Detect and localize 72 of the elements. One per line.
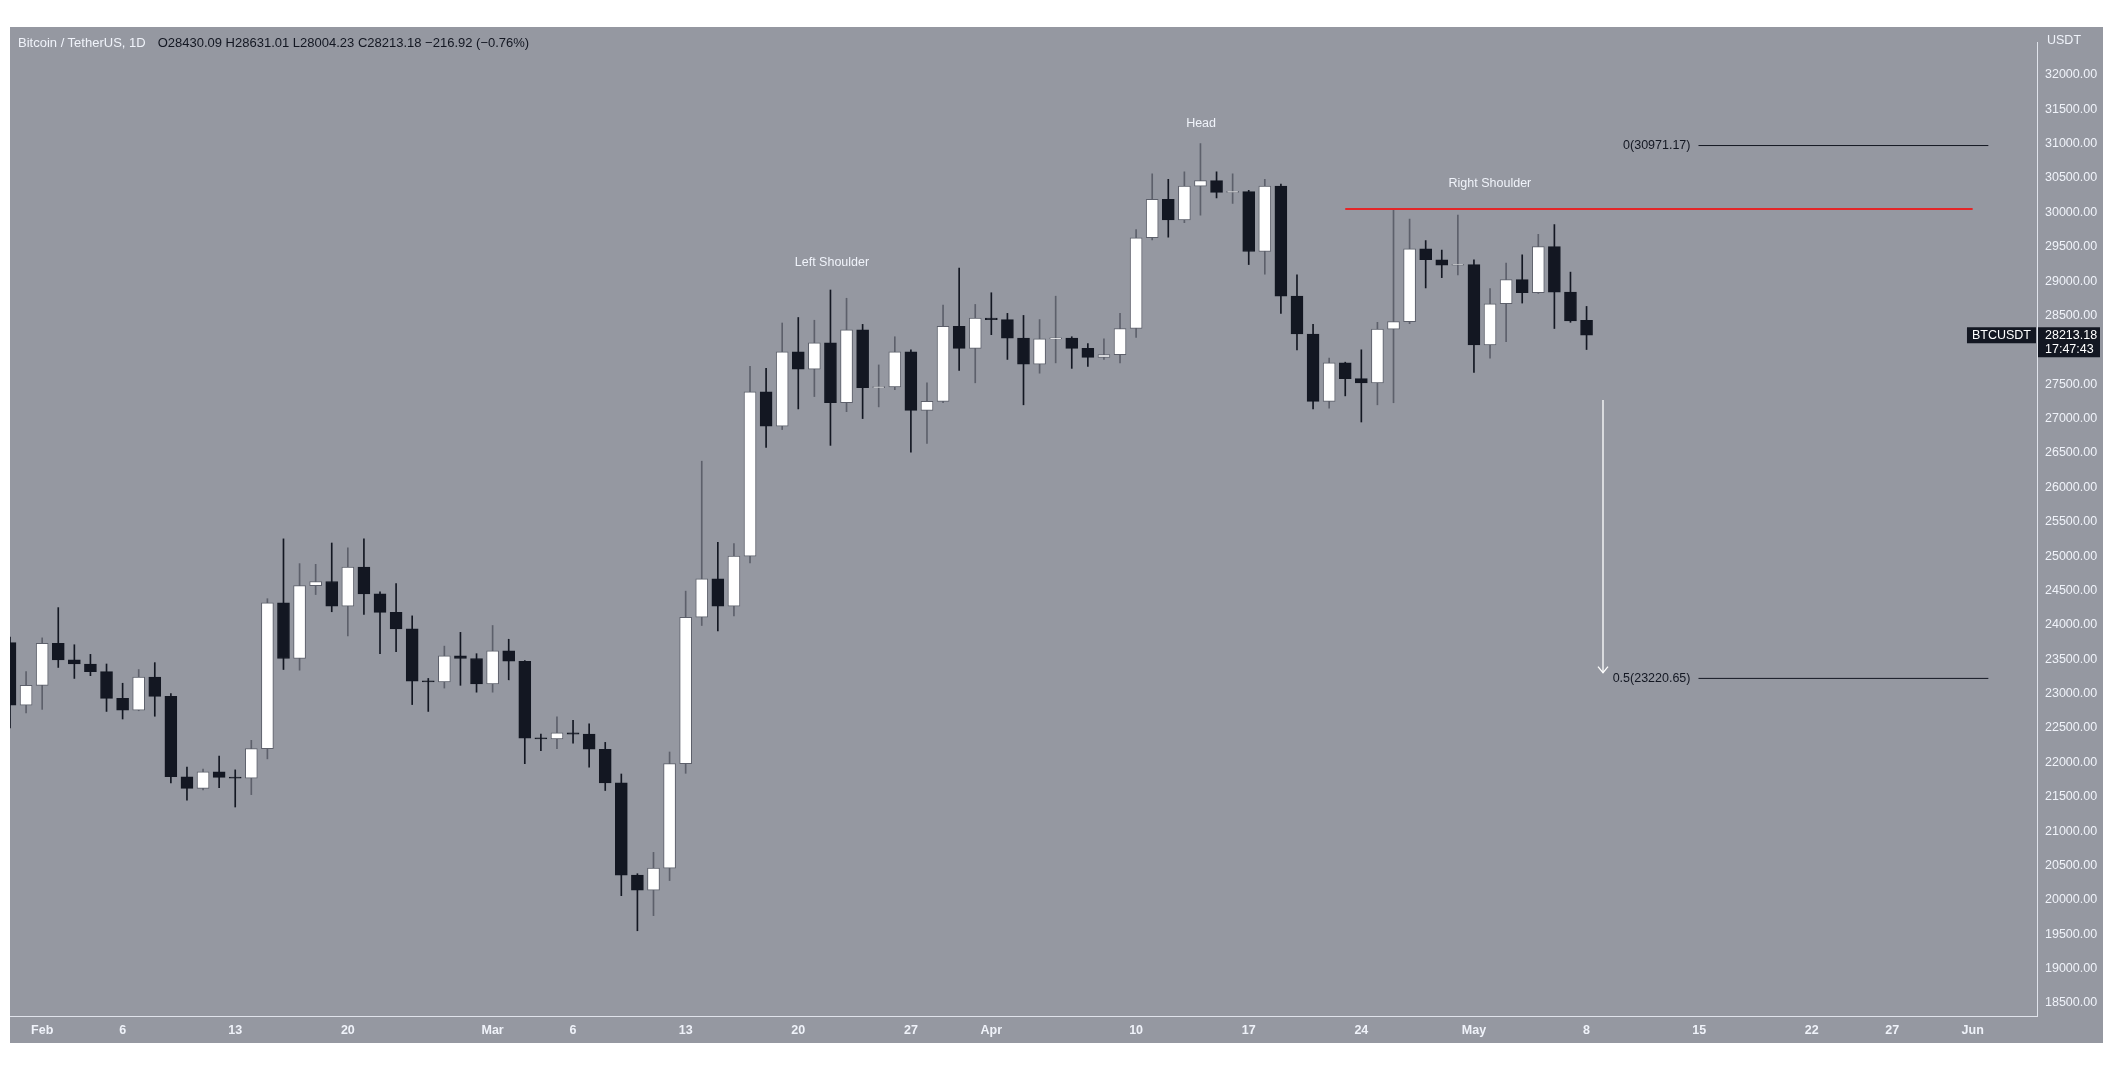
y-tick-label: 21500.00 bbox=[2045, 789, 2098, 804]
candlestick bbox=[920, 382, 934, 444]
x-tick-label: Jun bbox=[1961, 1022, 1984, 1037]
x-tick-label: Apr bbox=[980, 1022, 1003, 1037]
annotation: Left Shoulder bbox=[794, 255, 870, 270]
y-tick-label: 22500.00 bbox=[2045, 720, 2098, 735]
y-tick-label: 30500.00 bbox=[2045, 170, 2098, 185]
ref-line-label: 0(30971.17) bbox=[1623, 138, 1691, 152]
candlestick bbox=[952, 267, 966, 371]
y-tick-label: 25000.00 bbox=[2045, 548, 2098, 563]
x-tick-label: 15 bbox=[1692, 1022, 1707, 1037]
candlestick bbox=[1049, 295, 1063, 364]
chart-subtitle: O28430.09 H28631.01 L28004.23 C28213.18 −216.92 (−0.76%) bbox=[157, 35, 530, 50]
x-tick-label: May bbox=[1461, 1022, 1487, 1037]
y-tick-label: 26500.00 bbox=[2045, 445, 2098, 460]
y-tick-label: 23500.00 bbox=[2045, 651, 2098, 666]
y-tick-label: 19500.00 bbox=[2045, 926, 2098, 941]
y-tick-label: 28500.00 bbox=[2045, 307, 2098, 322]
y-tick-label: 27000.00 bbox=[2045, 411, 2098, 426]
candlestick bbox=[228, 769, 242, 808]
y-tick-label: 30000.00 bbox=[2045, 204, 2098, 219]
y-tick-label: 23000.00 bbox=[2045, 686, 2098, 701]
y-tick-label: 21000.00 bbox=[2045, 823, 2098, 838]
y-tick-label: 29500.00 bbox=[2045, 239, 2098, 254]
x-tick-label: 20 bbox=[340, 1022, 355, 1037]
annotation: Right Shoulder bbox=[1448, 176, 1532, 191]
y-tick-label: 26000.00 bbox=[2045, 479, 2098, 494]
x-tick-label: Mar bbox=[481, 1022, 504, 1037]
annotation: Head bbox=[1186, 115, 1217, 130]
text: 28213.18 bbox=[2045, 327, 2098, 342]
chart-title: Bitcoin / TetherUS, 1D bbox=[18, 35, 146, 50]
y-tick-label: 20500.00 bbox=[2045, 857, 2098, 872]
x-tick-label: Feb bbox=[31, 1022, 54, 1037]
candlestick bbox=[534, 733, 548, 751]
x-tick-label: 13 bbox=[678, 1022, 693, 1037]
x-tick-label: 22 bbox=[1804, 1022, 1819, 1037]
y-tick-label: 24000.00 bbox=[2045, 617, 2098, 632]
y-tick-label: 18500.00 bbox=[2045, 995, 2098, 1010]
y-tick-label: 29000.00 bbox=[2045, 273, 2098, 288]
candlestick bbox=[1419, 240, 1433, 289]
x-tick-label: 10 bbox=[1129, 1022, 1144, 1037]
text: 17:47:43 bbox=[2045, 341, 2094, 356]
x-tick-label: 27 bbox=[1885, 1022, 1900, 1037]
x-tick-label: 17 bbox=[1241, 1022, 1256, 1037]
y-tick-label: 24500.00 bbox=[2045, 582, 2098, 597]
x-tick-label: 8 bbox=[1583, 1022, 1591, 1037]
candlestick bbox=[791, 317, 805, 410]
y-tick-label: 31500.00 bbox=[2045, 101, 2098, 116]
candlestick bbox=[421, 678, 435, 712]
candlestick bbox=[566, 720, 580, 744]
y-tick-label: 20000.00 bbox=[2045, 892, 2098, 907]
x-tick-label: 24 bbox=[1354, 1022, 1369, 1037]
x-tick-label: 6 bbox=[119, 1022, 127, 1037]
y-tick-label: 22000.00 bbox=[2045, 754, 2098, 769]
y-tick-label: 27500.00 bbox=[2045, 376, 2098, 391]
y-axis-title: USDT bbox=[2047, 33, 2082, 48]
candlestick bbox=[550, 716, 564, 749]
candlestick bbox=[212, 755, 226, 789]
candlestick bbox=[1097, 338, 1111, 360]
x-tick-label: 6 bbox=[569, 1022, 577, 1037]
y-tick-label: 32000.00 bbox=[2045, 67, 2098, 82]
annotation: BTCUSDT bbox=[1971, 327, 2032, 342]
y-tick-label: 31000.00 bbox=[2045, 136, 2098, 151]
x-tick-label: 27 bbox=[903, 1022, 918, 1037]
x-tick-label: 13 bbox=[228, 1022, 243, 1037]
y-tick-label: 19000.00 bbox=[2045, 961, 2098, 976]
ref-line-label: 0.5(23220.65) bbox=[1612, 670, 1691, 685]
candlestick bbox=[695, 460, 709, 626]
candlestick bbox=[389, 583, 403, 652]
candlestick bbox=[1451, 214, 1465, 276]
x-tick-label: 20 bbox=[791, 1022, 806, 1037]
y-tick-label: 25500.00 bbox=[2045, 514, 2098, 529]
